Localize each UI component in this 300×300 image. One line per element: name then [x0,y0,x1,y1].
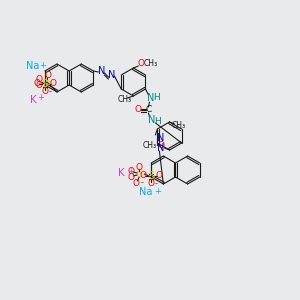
Text: O: O [128,172,135,182]
Text: O: O [50,80,56,88]
Text: Na: Na [139,187,152,197]
Text: O: O [133,178,140,188]
Text: O: O [128,167,135,176]
Text: S: S [148,171,154,181]
Text: O: O [44,70,52,80]
Text: CH₃: CH₃ [143,59,158,68]
Text: N: N [157,133,164,143]
Text: N: N [147,93,154,103]
Text: O: O [136,163,143,172]
Text: CH₃: CH₃ [171,122,186,130]
Text: CH₃: CH₃ [142,142,157,151]
Text: O: O [138,59,145,68]
Text: Na: Na [26,61,40,71]
Text: S: S [136,169,142,179]
Text: N: N [148,115,155,125]
Text: K: K [29,95,36,105]
Text: -: - [155,179,158,188]
Text: O: O [35,82,43,91]
Text: O: O [148,179,155,188]
Text: H: H [153,92,160,101]
Text: -: - [141,178,144,188]
Text: O: O [41,88,48,97]
Text: O: O [140,172,147,181]
Text: CH₃: CH₃ [117,95,131,104]
Text: N: N [98,66,105,76]
Text: O: O [35,76,43,85]
Text: +: + [127,167,134,176]
Text: O: O [158,142,165,151]
Text: +: + [38,94,44,103]
Text: -: - [48,88,51,97]
Text: K: K [118,168,124,178]
Text: N: N [108,70,115,80]
Text: O: O [135,106,142,115]
Text: C: C [146,106,152,115]
Text: N: N [157,143,164,153]
Text: +: + [154,187,161,196]
Text: O: O [33,80,40,88]
Text: H: H [154,116,161,125]
Text: O: O [156,172,163,181]
Text: S: S [42,79,48,89]
Text: +: + [40,61,46,70]
Text: S: S [44,77,50,87]
